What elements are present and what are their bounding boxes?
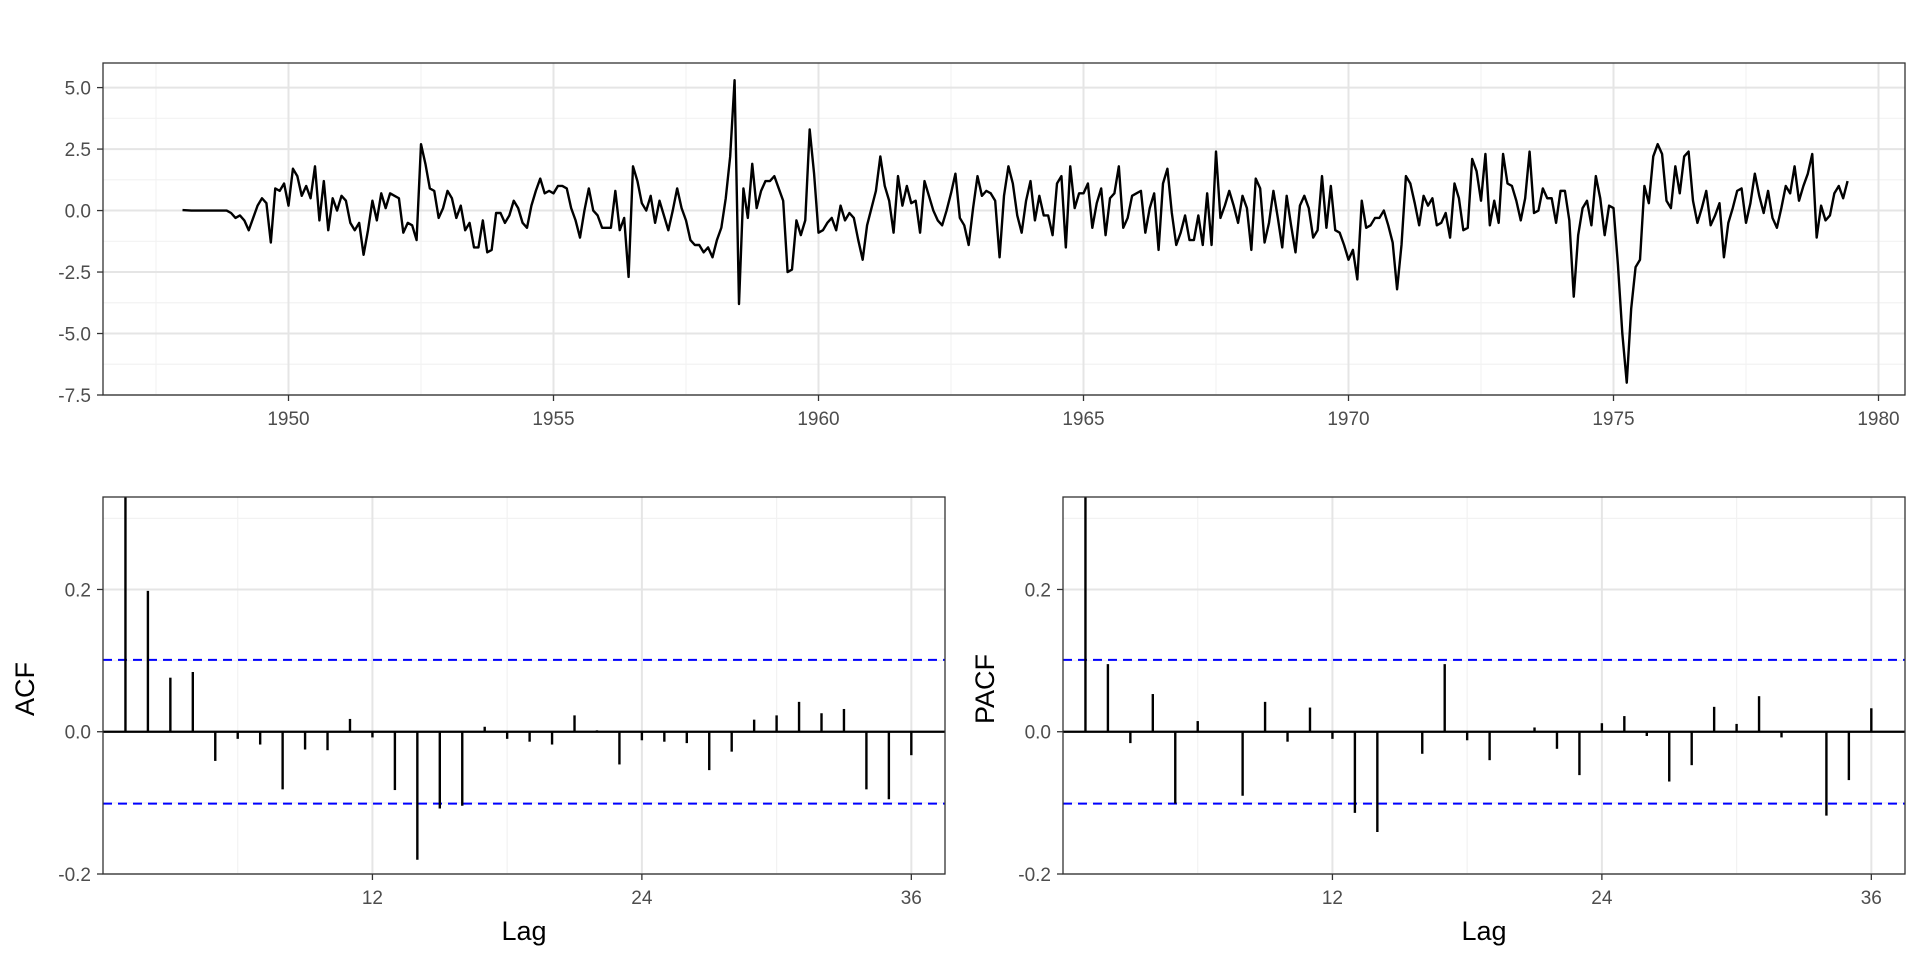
ts-x-tick-label: 1955 bbox=[532, 409, 574, 430]
pacf-x-tick-label: 12 bbox=[1322, 888, 1343, 909]
ts-y-tick-label: -7.5 bbox=[58, 386, 91, 407]
ts-x-tick-label: 1965 bbox=[1062, 409, 1104, 430]
pacf-panel-background bbox=[1063, 497, 1905, 874]
ts-y-tick-label: 2.5 bbox=[65, 140, 91, 161]
acf-y-tick-label: 0.0 bbox=[65, 723, 91, 744]
pacf-y-tick-label: 0.0 bbox=[1025, 723, 1051, 744]
acf-y-tick-label: 0.2 bbox=[65, 580, 91, 601]
acf-y-axis-title: ACF bbox=[10, 662, 40, 716]
ts-x-tick-label: 1975 bbox=[1592, 409, 1634, 430]
pacf-x-tick-label: 24 bbox=[1591, 888, 1613, 909]
pacf-y-tick-label: 0.2 bbox=[1025, 580, 1051, 601]
acf-x-axis-title: Lag bbox=[501, 916, 546, 946]
ts-y-tick-label: -5.0 bbox=[58, 325, 91, 346]
acf-x-tick-label: 36 bbox=[901, 888, 922, 909]
pacf-panel-border bbox=[1062, 496, 1906, 875]
ts-panel-border bbox=[102, 62, 1906, 396]
ts-y-tick-label: -2.5 bbox=[58, 263, 91, 284]
acf-x-tick-label: 12 bbox=[362, 888, 383, 909]
ts-x-tick-label: 1950 bbox=[267, 409, 309, 430]
pacf-y-axis-title: PACF bbox=[970, 654, 1000, 724]
pacf-x-axis-title: Lag bbox=[1461, 916, 1506, 946]
ts-x-tick-label: 1980 bbox=[1857, 409, 1899, 430]
pacf-x-tick-label: 36 bbox=[1861, 888, 1882, 909]
ts-x-tick-label: 1970 bbox=[1327, 409, 1369, 430]
time-series-panel: 1950 1955 1960 1965 1970 1975 1980 -7.5 -5.0 -2.5… bbox=[58, 62, 1906, 430]
ts-y-tick-label: 5.0 bbox=[65, 79, 91, 100]
acf-panel-background bbox=[103, 497, 945, 874]
acf-panel: Lag ACF 12 24 36 -0.2 0.0 0.2 bbox=[10, 496, 946, 946]
acf-x-tick-label: 24 bbox=[631, 888, 653, 909]
acf-panel-border bbox=[102, 496, 946, 875]
ts-y-tick-label: 0.0 bbox=[65, 202, 91, 223]
pacf-y-tick-label: -0.2 bbox=[1018, 865, 1051, 886]
acf-y-tick-label: -0.2 bbox=[58, 865, 91, 886]
ts-series-line bbox=[182, 79, 1849, 384]
ts-x-tick-label: 1960 bbox=[797, 409, 839, 430]
pacf-panel: Lag PACF 12 24 36 -0.2 0.0 0.2 bbox=[970, 496, 1906, 946]
ts-panel-background bbox=[103, 63, 1905, 395]
